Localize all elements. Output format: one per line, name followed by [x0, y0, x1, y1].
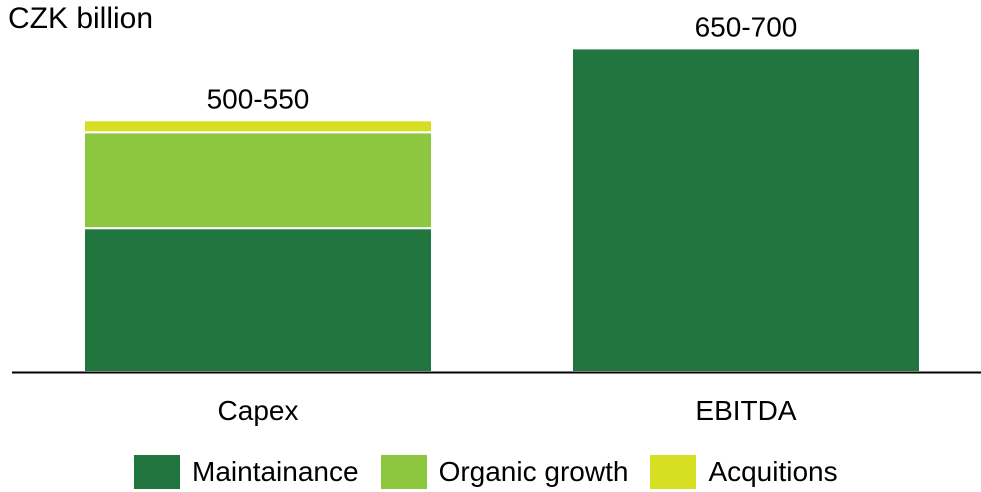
bar-capex-organic-growth [83, 131, 433, 230]
legend-label-acquitions: Acquitions [708, 456, 838, 487]
legend-swatch-maintainance [134, 455, 180, 489]
legend-item-organic-growth: Organic growth [380, 455, 629, 489]
bar-capex-acquitions [83, 119, 433, 134]
legend-swatch-organic-growth [380, 455, 427, 489]
bar-capex-maintainance [83, 227, 433, 373]
legend: Maintainance Organic growth Acquitions [134, 452, 860, 492]
legend-label-organic-growth: Organic growth [438, 456, 629, 487]
bar-ebitda-maintainance [571, 47, 921, 373]
total-label-ebitda: 650-700 [695, 11, 798, 42]
legend-label-maintainance: Maintainance [192, 456, 359, 487]
legend-swatch-acquitions [650, 455, 697, 489]
legend-item-acquitions: Acquitions [650, 455, 838, 489]
category-label-ebitda: EBITDA [695, 395, 796, 426]
category-label-capex: Capex [218, 395, 299, 426]
stacked-bar-chart: 500-550 Capex 650-700 EBITDA [12, 11, 981, 426]
legend-item-maintainance: Maintainance [134, 455, 359, 489]
unit-label: CZK billion [8, 2, 154, 35]
total-label-capex: 500-550 [207, 83, 310, 114]
